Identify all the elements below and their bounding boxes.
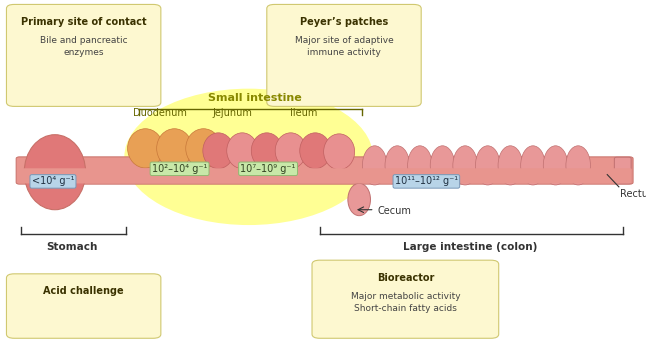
Ellipse shape xyxy=(385,146,410,185)
Text: Small intestine: Small intestine xyxy=(208,93,302,103)
Ellipse shape xyxy=(275,133,306,168)
Text: 10⁷–10⁹ g⁻¹: 10⁷–10⁹ g⁻¹ xyxy=(240,164,296,174)
Ellipse shape xyxy=(408,146,432,185)
Ellipse shape xyxy=(324,134,355,169)
Ellipse shape xyxy=(362,146,387,185)
Ellipse shape xyxy=(300,133,331,168)
Text: Major site of adaptive
immune activity: Major site of adaptive immune activity xyxy=(295,36,393,57)
Text: Duodenum: Duodenum xyxy=(133,108,187,118)
Ellipse shape xyxy=(543,146,568,185)
Ellipse shape xyxy=(475,146,500,185)
Ellipse shape xyxy=(521,146,545,185)
Ellipse shape xyxy=(203,133,234,168)
Text: Acid challenge: Acid challenge xyxy=(43,286,124,296)
Text: Stomach: Stomach xyxy=(47,242,98,252)
Ellipse shape xyxy=(251,133,282,168)
Text: <10⁴ g⁻¹: <10⁴ g⁻¹ xyxy=(32,176,74,187)
Ellipse shape xyxy=(227,133,258,168)
Text: Ileum: Ileum xyxy=(290,108,317,118)
Ellipse shape xyxy=(186,129,221,168)
Ellipse shape xyxy=(348,183,371,216)
Ellipse shape xyxy=(124,89,373,225)
FancyBboxPatch shape xyxy=(267,4,421,106)
Ellipse shape xyxy=(498,146,523,185)
Text: Bioreactor: Bioreactor xyxy=(377,273,434,283)
Text: 10¹¹–10¹² g⁻¹: 10¹¹–10¹² g⁻¹ xyxy=(395,176,458,187)
FancyBboxPatch shape xyxy=(312,260,499,338)
Text: 10²–10⁴ g⁻¹: 10²–10⁴ g⁻¹ xyxy=(152,164,207,174)
Ellipse shape xyxy=(128,129,163,168)
Ellipse shape xyxy=(430,146,455,185)
Text: Rectum: Rectum xyxy=(620,189,646,198)
Ellipse shape xyxy=(453,146,477,185)
Ellipse shape xyxy=(25,135,85,210)
FancyBboxPatch shape xyxy=(17,168,632,183)
Text: Primary site of contact: Primary site of contact xyxy=(21,17,147,27)
Text: Peyer’s patches: Peyer’s patches xyxy=(300,17,388,27)
Text: Major metabolic activity
Short-chain fatty acids: Major metabolic activity Short-chain fat… xyxy=(351,292,460,313)
FancyBboxPatch shape xyxy=(6,274,161,338)
Ellipse shape xyxy=(566,146,590,185)
Text: Cecum: Cecum xyxy=(378,206,412,216)
Ellipse shape xyxy=(157,129,193,168)
FancyBboxPatch shape xyxy=(6,4,161,106)
FancyBboxPatch shape xyxy=(614,157,631,184)
Text: Large intestine (colon): Large intestine (colon) xyxy=(403,242,537,252)
Text: Bile and pancreatic
enzymes: Bile and pancreatic enzymes xyxy=(40,36,127,57)
Text: Jejunum: Jejunum xyxy=(213,108,253,118)
FancyBboxPatch shape xyxy=(16,157,633,184)
